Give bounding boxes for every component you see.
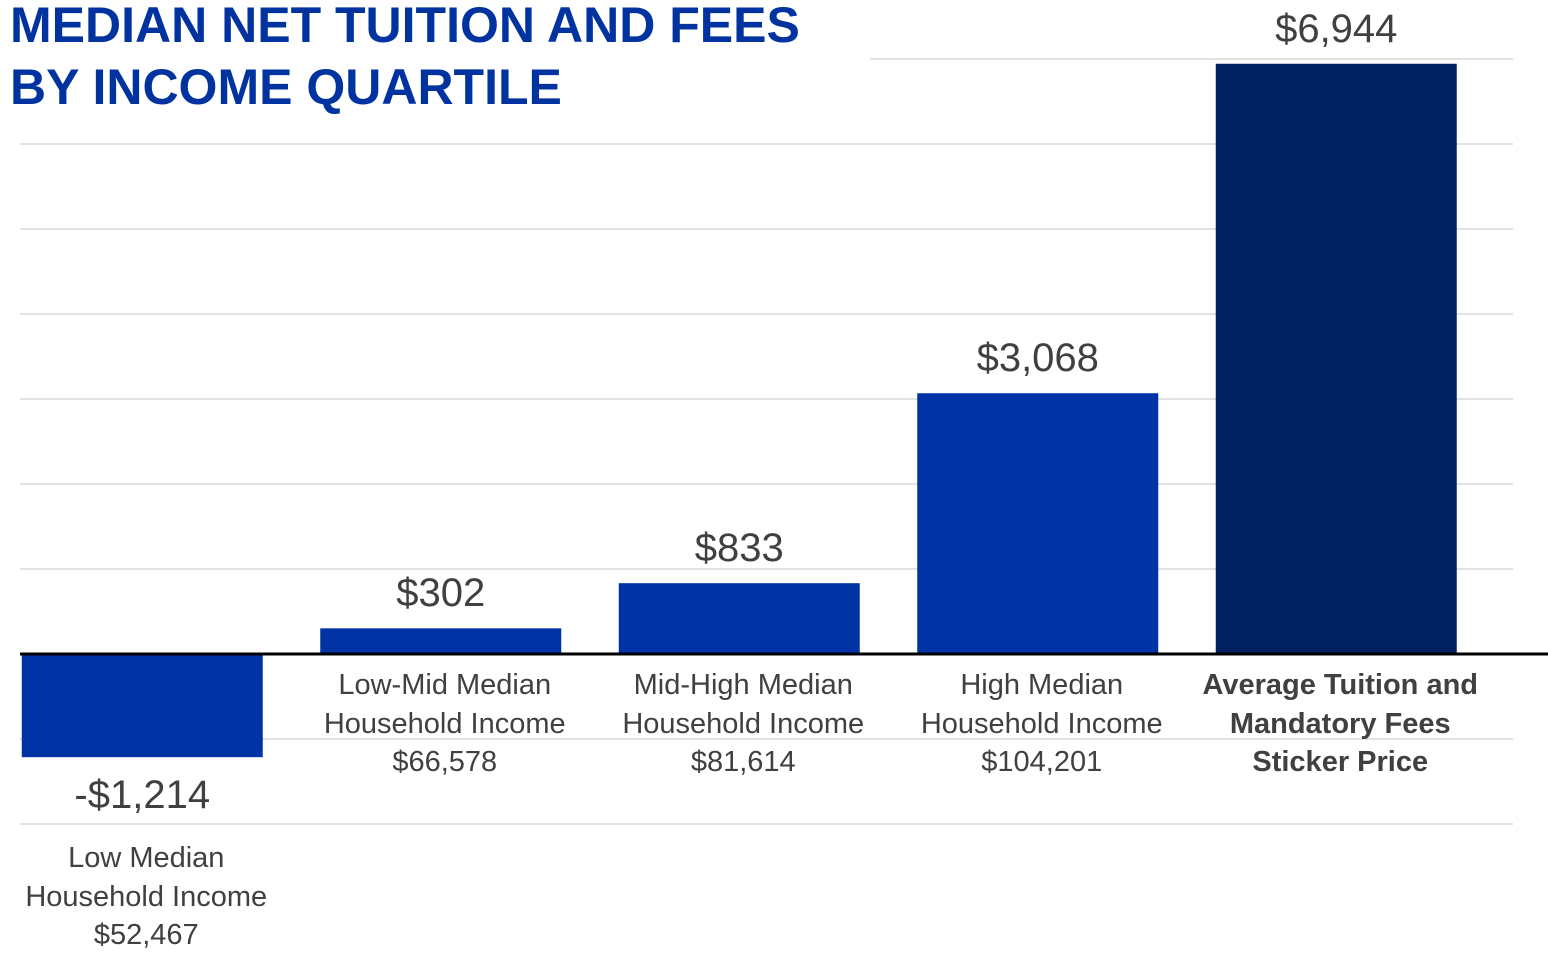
bar (1215, 63, 1457, 654)
x-tick-label: Low Median Household Income $52,467 (25, 842, 268, 952)
value-label: $302 (396, 571, 486, 616)
value-label: $6,944 (1275, 6, 1398, 51)
bar (320, 628, 562, 654)
x-tick-label: Mid-High Median Household Income $81,614 (622, 669, 865, 778)
bar (917, 393, 1159, 654)
value-label: $3,068 (976, 336, 1099, 381)
x-tick-label: High Median Household Income $104,201 (920, 669, 1163, 778)
value-label: -$1,214 (74, 773, 211, 818)
bar (21, 654, 263, 758)
bar (618, 583, 860, 654)
chart-title: MEDIAN NET TUITION AND FEES BY INCOME QU… (10, 0, 870, 118)
x-tick-label: Average Tuition and Mandatory Fees Stick… (1202, 669, 1479, 778)
value-label: $833 (694, 526, 784, 571)
x-tick-label: Low-Mid Median Household Income $66,578 (323, 669, 566, 778)
